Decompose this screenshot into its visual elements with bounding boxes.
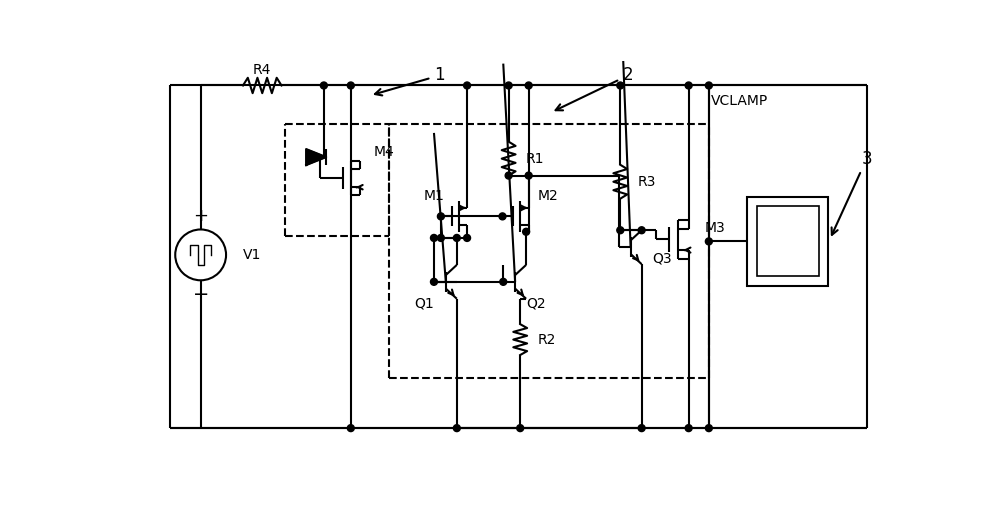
Circle shape bbox=[523, 228, 530, 235]
Circle shape bbox=[505, 82, 512, 89]
Bar bbox=[747, 197, 828, 285]
Circle shape bbox=[505, 172, 512, 179]
Circle shape bbox=[638, 425, 645, 431]
Circle shape bbox=[464, 82, 471, 89]
Text: M2: M2 bbox=[537, 189, 558, 203]
Circle shape bbox=[517, 425, 524, 431]
Circle shape bbox=[464, 234, 471, 241]
Circle shape bbox=[685, 425, 692, 431]
Circle shape bbox=[685, 82, 692, 89]
Circle shape bbox=[525, 172, 532, 179]
Text: +: + bbox=[193, 207, 208, 225]
Circle shape bbox=[638, 227, 645, 234]
Text: R3: R3 bbox=[637, 175, 656, 189]
Text: R1: R1 bbox=[526, 152, 544, 166]
Text: 3: 3 bbox=[832, 150, 872, 235]
Text: M1: M1 bbox=[424, 189, 445, 203]
Circle shape bbox=[617, 227, 624, 234]
Text: VCLAMP: VCLAMP bbox=[711, 94, 768, 108]
Text: Q3: Q3 bbox=[653, 252, 672, 266]
Circle shape bbox=[705, 82, 712, 89]
Text: M4: M4 bbox=[374, 144, 395, 159]
Circle shape bbox=[499, 213, 506, 220]
Polygon shape bbox=[306, 149, 326, 165]
Circle shape bbox=[437, 234, 444, 241]
Text: M3: M3 bbox=[705, 221, 726, 235]
Circle shape bbox=[525, 82, 532, 89]
Circle shape bbox=[705, 238, 712, 245]
Circle shape bbox=[320, 82, 327, 89]
Circle shape bbox=[430, 278, 437, 285]
Circle shape bbox=[347, 82, 354, 89]
Text: 2: 2 bbox=[556, 66, 633, 111]
Circle shape bbox=[430, 234, 437, 241]
Text: −: − bbox=[192, 284, 209, 304]
Text: Q2: Q2 bbox=[526, 297, 546, 310]
Text: V1: V1 bbox=[243, 248, 261, 262]
Circle shape bbox=[617, 82, 624, 89]
Text: R4: R4 bbox=[253, 63, 271, 77]
Circle shape bbox=[500, 278, 507, 285]
Circle shape bbox=[437, 213, 444, 220]
Text: R2: R2 bbox=[537, 333, 556, 347]
Text: Q1: Q1 bbox=[414, 297, 434, 310]
Circle shape bbox=[453, 425, 460, 431]
Text: 1: 1 bbox=[375, 66, 445, 95]
Circle shape bbox=[453, 234, 460, 241]
Circle shape bbox=[705, 425, 712, 431]
Bar bbox=[757, 206, 819, 276]
Circle shape bbox=[347, 425, 354, 431]
